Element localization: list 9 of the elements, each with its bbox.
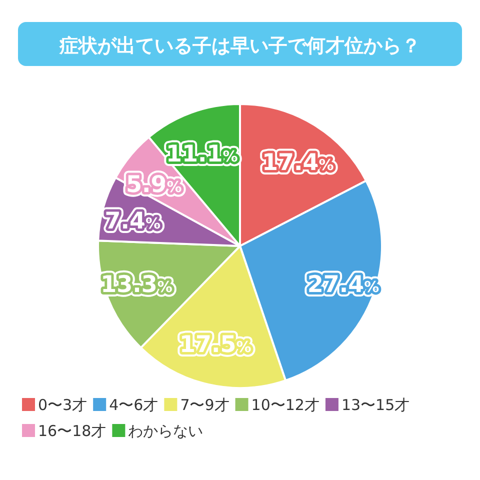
data-label: 11.1%: [166, 142, 238, 168]
legend-label: 7〜9才: [180, 396, 230, 414]
legend-label: 16〜18才: [38, 422, 106, 440]
legend-label: 13〜15才: [341, 396, 410, 414]
legend-label: 10〜12才: [251, 396, 320, 414]
legend-label: 4〜6才: [109, 396, 158, 414]
legend-label: 0〜3才: [38, 396, 88, 414]
chart-title: 症状が出ている子は早い子で何才位から？: [58, 35, 420, 57]
legend-label: わからない: [128, 422, 204, 440]
